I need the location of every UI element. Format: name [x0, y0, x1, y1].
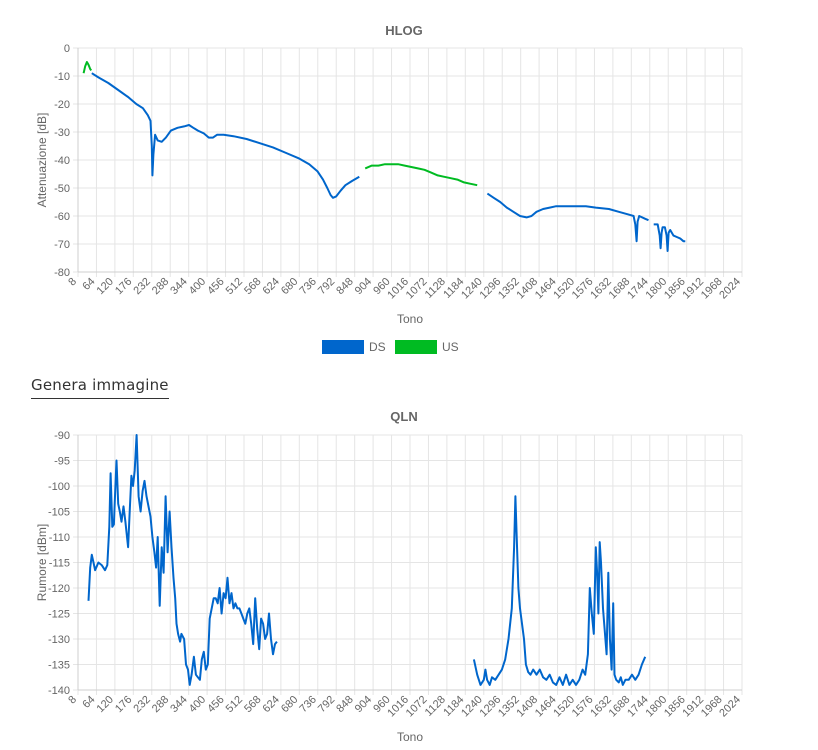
y-tick-label: -50: [54, 183, 70, 195]
y-tick-label: -135: [48, 660, 70, 672]
x-tick-label: 736: [297, 694, 318, 715]
x-tick-label: 176: [113, 276, 134, 297]
y-tick-label: -70: [54, 239, 70, 251]
series-line-main: [472, 495, 647, 686]
x-tick-label: 456: [205, 694, 226, 715]
y-tick-label: -60: [54, 211, 70, 223]
chart-title: QLN: [390, 409, 417, 424]
generate-image-button[interactable]: Genera immagine: [31, 376, 169, 399]
y-tick-label: -130: [48, 634, 70, 646]
series-line-ds: [486, 192, 649, 243]
x-tick-label: 512: [224, 276, 245, 297]
x-tick-label: 736: [297, 276, 318, 297]
y-tick-label: -10: [54, 71, 70, 83]
x-axis-label: Tono: [397, 730, 423, 744]
x-tick-label: 680: [279, 276, 300, 297]
x-tick-label: 400: [187, 694, 208, 715]
x-tick-label: 680: [279, 694, 300, 715]
x-tick-label: 792: [316, 694, 337, 715]
y-tick-label: -20: [54, 99, 70, 111]
x-tick-label: 2024: [717, 276, 743, 302]
y-tick-label: -80: [54, 267, 70, 279]
y-tick-label: -40: [54, 155, 70, 167]
x-axis-label: Tono: [397, 312, 423, 326]
y-tick-label: -125: [48, 609, 70, 621]
x-tick-label: 568: [242, 694, 263, 715]
x-tick-label: 512: [224, 694, 245, 715]
y-tick-label: -105: [48, 507, 70, 519]
x-tick-label: 120: [95, 694, 116, 715]
x-tick-label: 120: [95, 276, 116, 297]
x-tick-label: 848: [334, 276, 355, 297]
x-tick-label: 344: [168, 276, 189, 297]
y-tick-label: -100: [48, 481, 70, 493]
y-tick-label: -110: [49, 532, 70, 544]
x-tick-label: 176: [113, 694, 134, 715]
x-tick-label: 400: [187, 276, 208, 297]
x-tick-label: 904: [353, 276, 374, 297]
x-tick-label: 624: [261, 694, 282, 715]
x-tick-label: 456: [205, 276, 226, 297]
x-tick-label: 288: [150, 276, 171, 297]
y-axis-label: Attenuazione [dB]: [35, 113, 49, 208]
series-line-ds: [653, 223, 686, 252]
legend-label-ds[interactable]: DS: [369, 340, 386, 354]
y-tick-label: -95: [54, 456, 70, 468]
x-tick-label: 904: [353, 694, 374, 715]
series-line-ds: [91, 72, 360, 199]
y-tick-label: 0: [64, 43, 70, 55]
series-line-us: [82, 61, 93, 74]
chart-title: HLOG: [385, 23, 423, 38]
y-tick-label: -30: [54, 127, 70, 139]
y-tick-label: -115: [49, 558, 70, 570]
x-tick-label: 624: [261, 276, 282, 297]
y-tick-label: -90: [54, 430, 70, 442]
x-tick-label: 2024: [717, 694, 743, 720]
y-tick-label: -120: [48, 583, 70, 595]
x-tick-label: 344: [168, 694, 189, 715]
x-tick-label: 848: [334, 694, 355, 715]
y-axis-label: Rumore [dBm]: [35, 524, 49, 601]
legend-swatch-ds: [322, 340, 364, 354]
x-tick-label: 232: [131, 694, 152, 715]
legend-label-us[interactable]: US: [442, 340, 459, 354]
x-tick-label: 288: [150, 694, 171, 715]
x-tick-label: 568: [242, 276, 263, 297]
y-tick-label: -140: [48, 685, 70, 697]
series-line-us: [364, 163, 478, 187]
series-line-main: [87, 434, 278, 686]
x-tick-label: 792: [316, 276, 337, 297]
x-tick-label: 232: [131, 276, 152, 297]
legend-swatch-us: [395, 340, 437, 354]
